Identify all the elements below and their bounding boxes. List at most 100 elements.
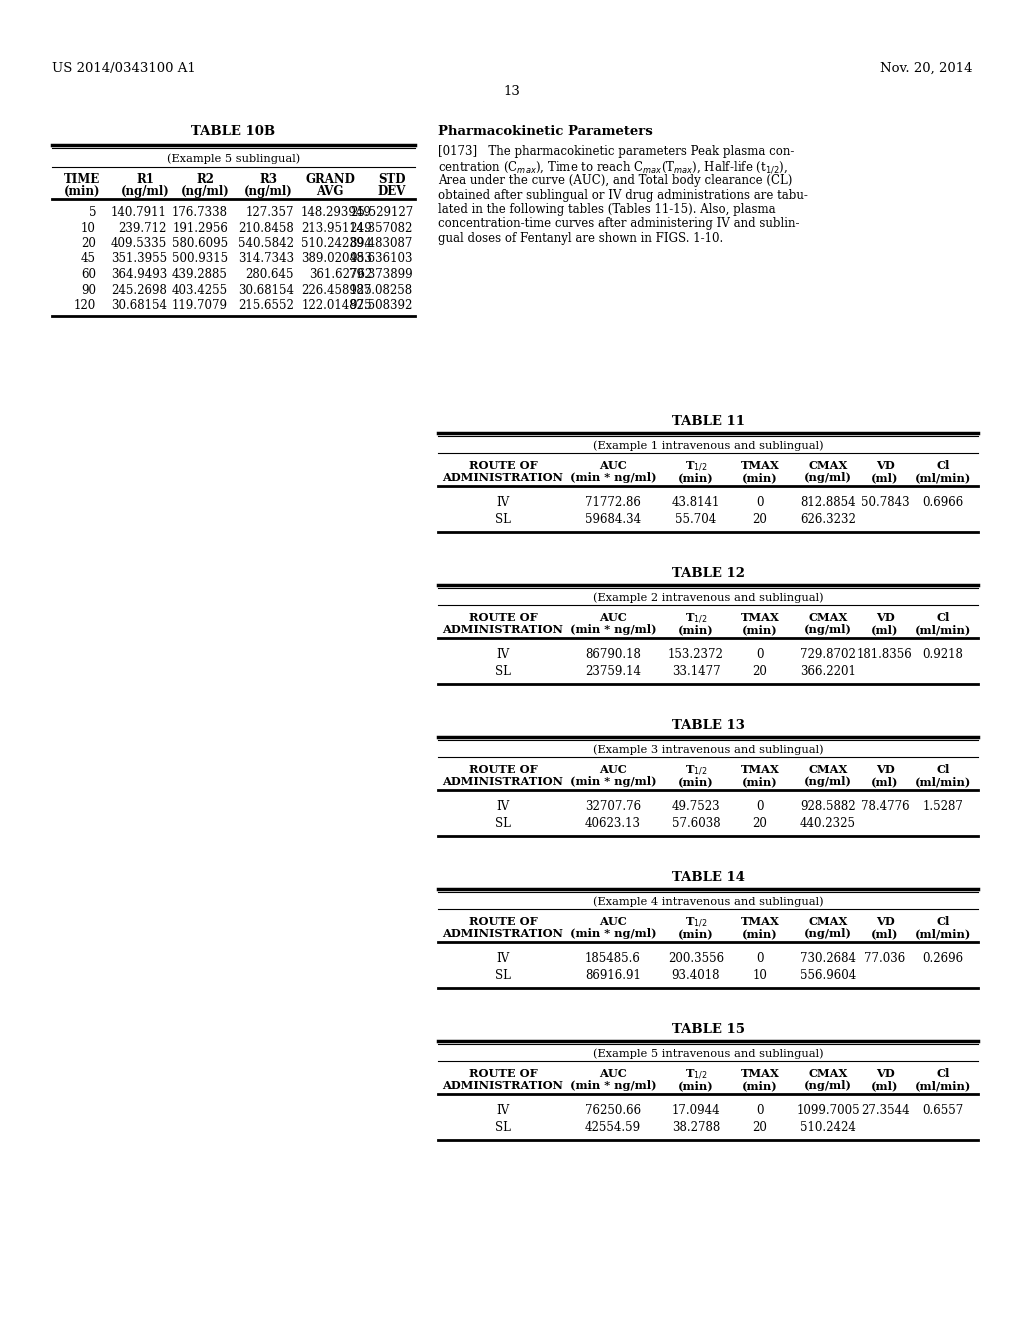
Text: 500.9315: 500.9315 [172,252,228,265]
Text: (ml/min): (ml/min) [914,928,971,939]
Text: Area under the curve (AUC), and Total body clearance (CL): Area under the curve (AUC), and Total bo… [438,174,793,187]
Text: (min): (min) [63,185,100,198]
Text: TABLE 15: TABLE 15 [672,1023,744,1036]
Text: 626.3232: 626.3232 [800,513,856,525]
Text: 55.704: 55.704 [676,513,717,525]
Text: ROUTE OF: ROUTE OF [469,1068,538,1078]
Text: 79.373899: 79.373899 [349,268,413,281]
Text: R2: R2 [196,173,214,186]
Text: 187.08258: 187.08258 [350,284,413,297]
Text: (ml): (ml) [871,624,899,635]
Text: 314.7343: 314.7343 [238,252,294,265]
Text: (ng/ml): (ng/ml) [180,185,229,198]
Text: 510.242394: 510.242394 [301,238,372,249]
Text: 71772.86: 71772.86 [585,496,641,510]
Text: R3: R3 [259,173,278,186]
Text: 181.8356: 181.8356 [857,648,912,661]
Text: 78.4776: 78.4776 [861,800,909,813]
Text: TABLE 10B: TABLE 10B [191,125,275,139]
Text: TABLE 12: TABLE 12 [672,568,744,579]
Text: (Example 2 intravenous and sublingual): (Example 2 intravenous and sublingual) [593,591,823,602]
Text: AUC: AUC [599,459,627,471]
Text: (min * ng/ml): (min * ng/ml) [569,624,656,635]
Text: (min): (min) [678,776,714,787]
Text: CMAX: CMAX [808,916,848,927]
Text: [0173]   The pharmacokinetic parameters Peak plasma con-: [0173] The pharmacokinetic parameters Pe… [438,145,795,158]
Text: (Example 3 intravenous and sublingual): (Example 3 intravenous and sublingual) [593,744,823,755]
Text: 185485.6: 185485.6 [585,952,641,965]
Text: DEV: DEV [378,185,407,198]
Text: 812.8854: 812.8854 [800,496,856,510]
Text: TMAX: TMAX [740,764,779,775]
Text: CMAX: CMAX [808,764,848,775]
Text: 0: 0 [757,1104,764,1117]
Text: 92.508392: 92.508392 [349,300,413,312]
Text: 33.1477: 33.1477 [672,665,720,678]
Text: (min): (min) [742,473,778,483]
Text: (min): (min) [742,1080,778,1092]
Text: VD: VD [876,764,894,775]
Text: gual doses of Fentanyl are shown in FIGS. 1-10.: gual doses of Fentanyl are shown in FIGS… [438,232,723,246]
Text: GRAND: GRAND [305,173,355,186]
Text: (min): (min) [742,624,778,635]
Text: (ml/min): (ml/min) [914,473,971,483]
Text: (ml): (ml) [871,1080,899,1092]
Text: 42554.59: 42554.59 [585,1121,641,1134]
Text: Cl: Cl [936,612,949,623]
Text: 0: 0 [757,952,764,965]
Text: 43.8141: 43.8141 [672,496,720,510]
Text: 351.3955: 351.3955 [111,252,167,265]
Text: ROUTE OF: ROUTE OF [469,459,538,471]
Text: 30.68154: 30.68154 [111,300,167,312]
Text: 98.636103: 98.636103 [349,252,413,265]
Text: 239.712: 239.712 [119,222,167,235]
Text: 38.2788: 38.2788 [672,1121,720,1134]
Text: 119.7079: 119.7079 [172,300,228,312]
Text: Cl: Cl [936,916,949,927]
Text: IV: IV [497,952,510,965]
Text: (min): (min) [678,473,714,483]
Text: 191.2956: 191.2956 [172,222,228,235]
Text: obtained after sublingual or IV drug administrations are tabu-: obtained after sublingual or IV drug adm… [438,189,808,202]
Text: 57.6038: 57.6038 [672,817,720,830]
Text: IV: IV [497,648,510,661]
Text: CMAX: CMAX [808,1068,848,1078]
Text: (ng/ml): (ng/ml) [244,185,293,198]
Text: 153.2372: 153.2372 [668,648,724,661]
Text: (min): (min) [678,1080,714,1092]
Text: ADMINISTRATION: ADMINISTRATION [442,928,563,939]
Text: 122.014875: 122.014875 [301,300,372,312]
Text: SL: SL [495,513,511,525]
Text: 0: 0 [757,496,764,510]
Text: T$_{1/2}$: T$_{1/2}$ [685,459,708,474]
Text: 86916.91: 86916.91 [585,969,641,982]
Text: AUC: AUC [599,916,627,927]
Text: 86790.18: 86790.18 [585,648,641,661]
Text: AUC: AUC [599,1068,627,1078]
Text: TMAX: TMAX [740,1068,779,1078]
Text: 439.2885: 439.2885 [172,268,228,281]
Text: 366.2201: 366.2201 [800,665,856,678]
Text: SL: SL [495,969,511,982]
Text: STD: STD [378,173,406,186]
Text: (ng/ml): (ng/ml) [804,928,852,939]
Text: Cl: Cl [936,764,949,775]
Text: 49.7523: 49.7523 [672,800,720,813]
Text: 510.2424: 510.2424 [800,1121,856,1134]
Text: 729.8702: 729.8702 [800,648,856,661]
Text: 389.020453: 389.020453 [301,252,372,265]
Text: 10: 10 [81,222,96,235]
Text: US 2014/0343100 A1: US 2014/0343100 A1 [52,62,196,75]
Text: (ng/ml): (ng/ml) [804,624,852,635]
Text: 0: 0 [757,648,764,661]
Text: VD: VD [876,459,894,471]
Text: 32707.76: 32707.76 [585,800,641,813]
Text: (min * ng/ml): (min * ng/ml) [569,776,656,787]
Text: SL: SL [495,817,511,830]
Text: IV: IV [497,800,510,813]
Text: T$_{1/2}$: T$_{1/2}$ [685,612,708,626]
Text: 45: 45 [81,252,96,265]
Text: 0.6557: 0.6557 [923,1104,964,1117]
Text: TMAX: TMAX [740,459,779,471]
Text: (ml/min): (ml/min) [914,624,971,635]
